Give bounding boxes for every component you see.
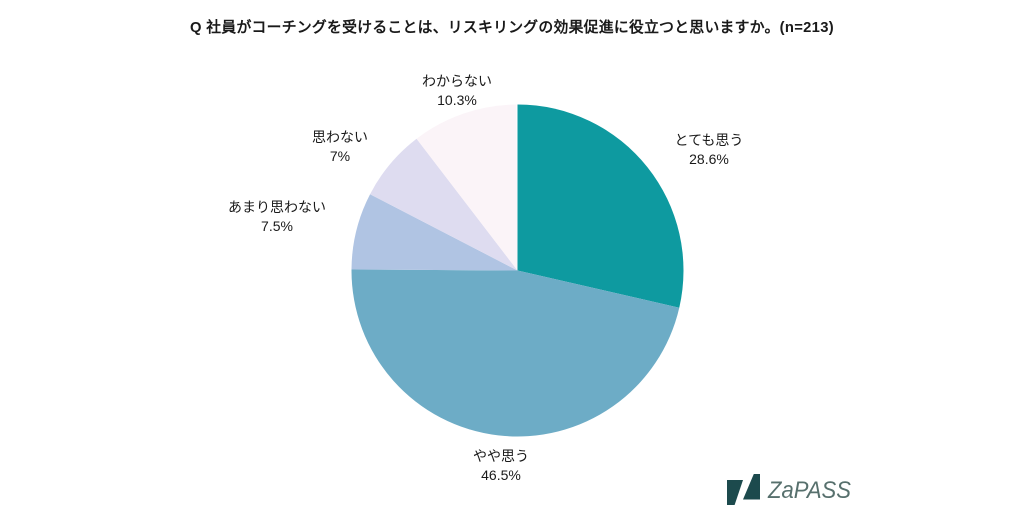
svg-text:ZaPASS: ZaPASS <box>767 476 852 503</box>
